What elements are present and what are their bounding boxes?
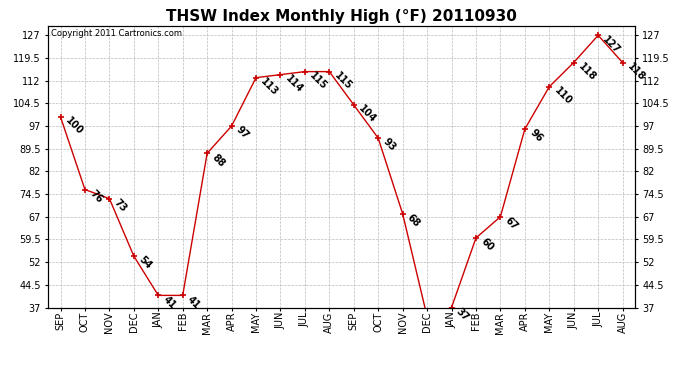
Text: 76: 76: [88, 188, 104, 205]
Text: 34: 34: [0, 374, 1, 375]
Text: 118: 118: [625, 61, 647, 82]
Text: 118: 118: [576, 61, 598, 82]
Text: 115: 115: [332, 70, 353, 92]
Text: 54: 54: [137, 255, 153, 272]
Text: 104: 104: [357, 104, 378, 125]
Text: 96: 96: [528, 128, 544, 144]
Text: 60: 60: [479, 237, 495, 253]
Text: 113: 113: [259, 76, 280, 98]
Text: 127: 127: [601, 34, 622, 56]
Text: 115: 115: [308, 70, 329, 92]
Text: 93: 93: [381, 137, 397, 153]
Text: 100: 100: [63, 116, 85, 137]
Text: 73: 73: [112, 197, 129, 214]
Text: Copyright 2011 Cartronics.com: Copyright 2011 Cartronics.com: [51, 29, 182, 38]
Text: 110: 110: [552, 86, 573, 107]
Title: THSW Index Monthly High (°F) 20110930: THSW Index Monthly High (°F) 20110930: [166, 9, 517, 24]
Text: 97: 97: [235, 124, 251, 141]
Text: 41: 41: [161, 294, 177, 310]
Text: 114: 114: [283, 73, 304, 94]
Text: 88: 88: [210, 152, 227, 169]
Text: 68: 68: [406, 212, 422, 229]
Text: 37: 37: [454, 306, 471, 323]
Text: 67: 67: [503, 215, 520, 232]
Text: 41: 41: [186, 294, 202, 310]
